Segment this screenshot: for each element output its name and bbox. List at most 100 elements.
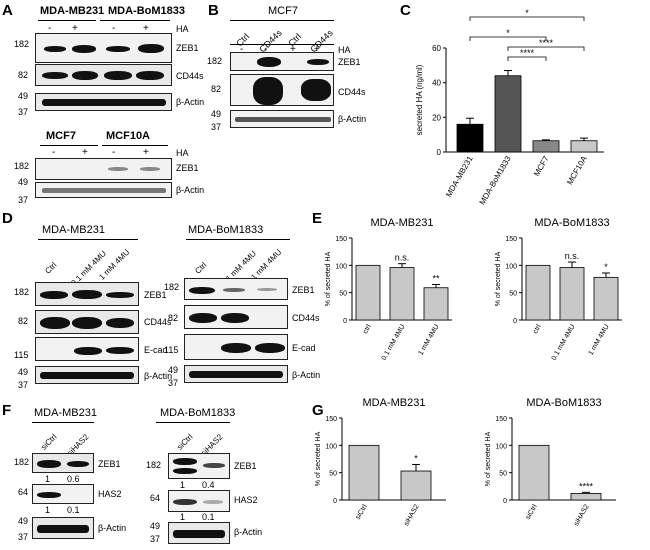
western-blot-zeb1 bbox=[32, 453, 94, 473]
group-underline bbox=[156, 422, 230, 423]
category-label: siHAS2 bbox=[403, 503, 421, 527]
band-label-cd44s: CD44s bbox=[176, 71, 204, 81]
western-blot-actin bbox=[32, 517, 94, 539]
significance-label: * bbox=[414, 453, 418, 463]
significance-label: **** bbox=[579, 481, 594, 491]
mw-marker: 82 bbox=[18, 316, 29, 326]
band-label-ecad: E-cad bbox=[144, 345, 168, 355]
band-label-cd44s: CD44s bbox=[338, 87, 366, 97]
bar bbox=[559, 267, 585, 321]
significance-bracket bbox=[469, 36, 547, 41]
western-blot-zeb1 bbox=[184, 278, 288, 300]
quant-value: 0.4 bbox=[202, 480, 215, 490]
significance-label: * bbox=[604, 262, 608, 272]
bar bbox=[518, 444, 550, 501]
category-label: ctrl bbox=[362, 323, 373, 335]
cell-line-label: MCF10A bbox=[106, 130, 151, 142]
y-axis-label: secreted HA (ng/ml) bbox=[415, 64, 424, 135]
western-blot-zeb1 bbox=[35, 33, 172, 63]
significance-label: **** bbox=[539, 38, 554, 48]
bar bbox=[456, 123, 484, 153]
significance-label: n.s. bbox=[565, 251, 580, 261]
mw-marker: 49 bbox=[18, 516, 29, 526]
western-blot-zeb1 bbox=[35, 158, 172, 180]
quant-value: 1 bbox=[45, 505, 51, 515]
cell-line-label: MDA-MB231 bbox=[42, 224, 105, 236]
mw-marker: 49 bbox=[211, 109, 222, 119]
band-label-has2: HAS2 bbox=[234, 495, 258, 505]
cell-line-label: MDA-MB231 bbox=[34, 407, 97, 419]
ha-minus: - bbox=[48, 23, 52, 34]
mw-marker: 82 bbox=[211, 84, 222, 94]
ha-minus: - bbox=[52, 147, 56, 158]
cell-line-label: MDA-MB231 bbox=[40, 5, 105, 17]
significance-label: * bbox=[506, 28, 510, 38]
band-label-zeb1: ZEB1 bbox=[176, 163, 199, 173]
band-label-actin: β-Actin bbox=[292, 370, 321, 380]
category-label: siCtrl bbox=[525, 503, 539, 521]
western-blot-actin bbox=[35, 93, 172, 111]
mw-marker: 182 bbox=[207, 56, 223, 66]
panel-label-e: E bbox=[312, 210, 323, 227]
band-label-has2: HAS2 bbox=[98, 489, 122, 499]
significance-label: n.s. bbox=[395, 253, 410, 263]
panel-label-f: F bbox=[2, 402, 12, 419]
bar bbox=[525, 264, 551, 321]
western-blot-actin bbox=[168, 522, 230, 544]
y-tick-label: 0 bbox=[333, 498, 337, 505]
mw-marker: 82 bbox=[18, 70, 29, 80]
group-underline bbox=[38, 20, 96, 21]
cell-line-label: MDA-BoM1833 bbox=[160, 407, 236, 419]
group-underline bbox=[186, 239, 290, 240]
western-blot-actin bbox=[184, 365, 288, 383]
group-underline bbox=[102, 145, 168, 146]
mw-marker: 64 bbox=[18, 487, 29, 497]
panel-label-a: A bbox=[2, 2, 13, 19]
y-tick-label: 60 bbox=[432, 44, 441, 53]
bar bbox=[400, 470, 432, 501]
ha-plus: + bbox=[82, 147, 88, 158]
band-label-actin: β-Actin bbox=[234, 527, 263, 537]
group-underline bbox=[230, 44, 334, 45]
mw-marker: 37 bbox=[168, 378, 179, 388]
mw-marker: 49 bbox=[18, 91, 29, 101]
mw-marker: 182 bbox=[14, 39, 30, 49]
ha-minus: - bbox=[240, 44, 244, 55]
cell-line-label: MDA-BoM1833 bbox=[188, 224, 264, 236]
y-tick-label: 150 bbox=[325, 416, 337, 423]
significance-bracket bbox=[507, 56, 547, 61]
bar bbox=[389, 267, 415, 321]
y-tick-label: 150 bbox=[335, 236, 347, 243]
cell-line-label: MDA-BoM1833 bbox=[108, 5, 186, 17]
quant-value: 0.6 bbox=[67, 474, 80, 484]
western-blot-zeb1 bbox=[168, 453, 230, 479]
ha-minus: - bbox=[112, 147, 116, 158]
y-tick-label: 100 bbox=[495, 443, 507, 450]
western-blot-actin bbox=[230, 110, 334, 128]
panel-label-d: D bbox=[2, 210, 13, 227]
bar bbox=[593, 276, 619, 321]
group-underline bbox=[38, 239, 138, 240]
chart-title: MDA-BoM1833 bbox=[534, 217, 609, 229]
category-label: ctrl bbox=[532, 323, 543, 335]
ha-plus: + bbox=[143, 147, 149, 158]
western-blot-zeb1 bbox=[35, 282, 139, 306]
significance-label: ** bbox=[432, 273, 440, 283]
bar bbox=[348, 444, 380, 501]
mw-marker: 37 bbox=[150, 534, 161, 544]
y-tick-label: 50 bbox=[509, 291, 517, 298]
y-tick-label: 0 bbox=[503, 498, 507, 505]
ha-minus: - bbox=[112, 23, 116, 34]
band-label-zeb1: ZEB1 bbox=[144, 290, 167, 300]
ha-minus: - bbox=[264, 44, 268, 55]
y-tick-label: 0 bbox=[343, 318, 347, 325]
ha-plus: + bbox=[314, 44, 320, 55]
western-blot-has2 bbox=[32, 484, 94, 504]
panel-label-b: B bbox=[208, 2, 219, 19]
mw-marker: 115 bbox=[164, 345, 179, 355]
y-axis-label: % of secreted HA bbox=[325, 251, 332, 306]
y-tick-label: 50 bbox=[499, 471, 507, 478]
panel-label-c: C bbox=[400, 2, 411, 19]
bar bbox=[570, 493, 602, 501]
